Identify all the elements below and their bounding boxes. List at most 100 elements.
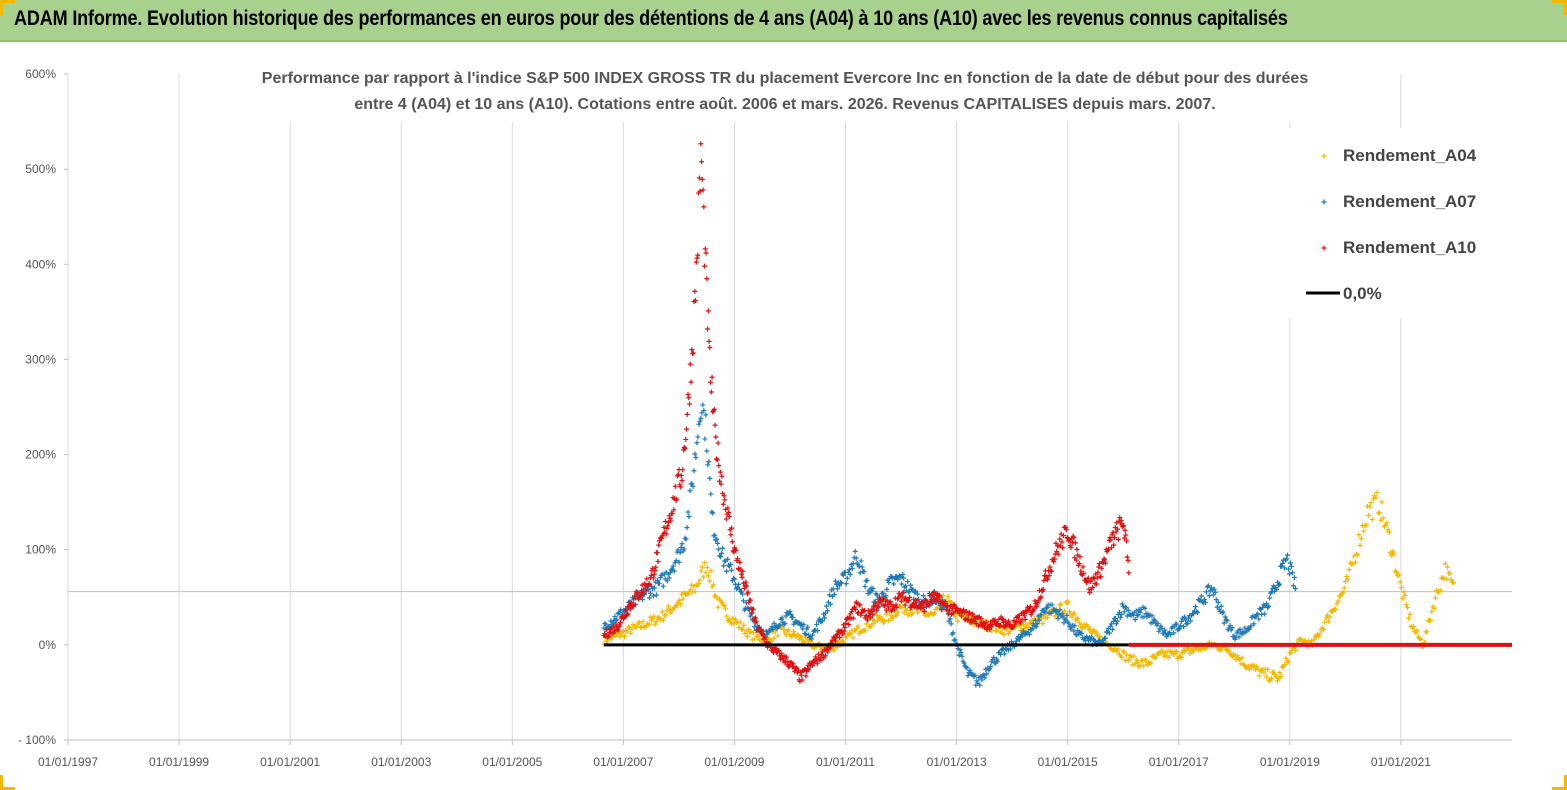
data-point: [655, 558, 661, 564]
data-point: [1057, 607, 1063, 613]
data-point: [747, 597, 753, 603]
data-point: [1293, 647, 1299, 653]
data-point: [1191, 611, 1197, 617]
data-point: [822, 653, 828, 659]
data-point: [653, 564, 659, 570]
data-point: [1041, 608, 1047, 614]
data-point: [1166, 654, 1172, 660]
data-point: [857, 602, 863, 608]
data-point: [711, 406, 717, 412]
data-point: [882, 603, 888, 609]
data-point: [1379, 499, 1385, 505]
banner-title: ADAM Informe. Evolution historique des p…: [14, 7, 1288, 30]
data-point: [676, 597, 682, 603]
data-point: [1414, 627, 1420, 633]
data-point: [949, 606, 955, 612]
data-point: [663, 612, 669, 618]
data-point: [1077, 554, 1083, 560]
data-point: [1092, 638, 1098, 644]
data-point: [958, 613, 964, 619]
data-point: [720, 545, 726, 551]
data-point: [898, 574, 904, 580]
data-point: [1098, 574, 1104, 580]
data-point: [1018, 620, 1024, 626]
data-point: [688, 582, 694, 588]
data-point: [686, 590, 692, 596]
data-point: [740, 626, 746, 632]
data-point: [707, 345, 713, 351]
x-tick-label: 01/01/2019: [1260, 755, 1320, 769]
data-point: [1366, 512, 1372, 518]
data-point: [688, 379, 694, 385]
data-point: [660, 583, 666, 589]
data-point: [1038, 594, 1044, 600]
data-point: [680, 467, 686, 473]
data-point: [651, 585, 657, 591]
data-point: [700, 187, 706, 193]
data-point: [686, 514, 692, 520]
data-point: [779, 652, 785, 658]
data-point: [886, 580, 892, 586]
data-point: [919, 601, 925, 607]
data-point: [1254, 663, 1260, 669]
data-point: [1033, 604, 1039, 610]
data-point: [885, 618, 891, 624]
data-point: [783, 654, 789, 660]
data-point: [713, 434, 719, 440]
data-point: [684, 411, 690, 417]
data-point: [1397, 579, 1403, 585]
data-point: [874, 603, 880, 609]
data-point: [948, 621, 954, 627]
data-point: [837, 635, 843, 641]
data-point: [1386, 529, 1392, 535]
data-point: [910, 610, 916, 616]
data-point: [1257, 606, 1263, 612]
data-point: [1263, 674, 1269, 680]
data-point: [719, 473, 725, 479]
data-point: [1047, 564, 1053, 570]
data-point: [861, 608, 867, 614]
data-point: [701, 204, 707, 210]
data-point: [669, 511, 675, 517]
data-point: [820, 618, 826, 624]
data-point: [1252, 614, 1258, 620]
data-point: [631, 602, 637, 608]
data-point: [947, 616, 953, 622]
data-point: [740, 568, 746, 574]
data-point: [712, 532, 718, 538]
y-tick-label: 100%: [25, 543, 56, 557]
data-point: [1325, 618, 1331, 624]
data-point: [908, 582, 914, 588]
data-point: [927, 593, 933, 599]
data-point: [1114, 649, 1120, 655]
data-point: [617, 610, 623, 616]
data-point: [758, 627, 764, 633]
data-point: [798, 633, 804, 639]
data-point: [1074, 546, 1080, 552]
data-point: [909, 604, 915, 610]
data-point: [972, 672, 978, 678]
data-point: [748, 629, 754, 635]
data-point: [1384, 520, 1390, 526]
data-point: [1080, 564, 1086, 570]
data-point: [1060, 545, 1066, 551]
data-point: [1103, 560, 1109, 566]
data-point: [1052, 613, 1058, 619]
data-point: [687, 361, 693, 367]
data-point: [1162, 627, 1168, 633]
data-point: [1220, 609, 1226, 615]
data-point: [806, 667, 812, 673]
data-point: [1261, 670, 1267, 676]
legend-item-2: Rendement_A07: [1321, 192, 1476, 211]
data-point: [678, 601, 684, 607]
data-point: [1182, 614, 1188, 620]
data-point: [710, 510, 716, 516]
data-point: [901, 575, 907, 581]
data-point: [1159, 625, 1165, 631]
data-point: [1044, 605, 1050, 611]
data-point: [762, 635, 768, 641]
data-point: [667, 515, 673, 521]
data-point: [1017, 623, 1023, 629]
data-point: [822, 615, 828, 621]
data-point: [1148, 660, 1154, 666]
